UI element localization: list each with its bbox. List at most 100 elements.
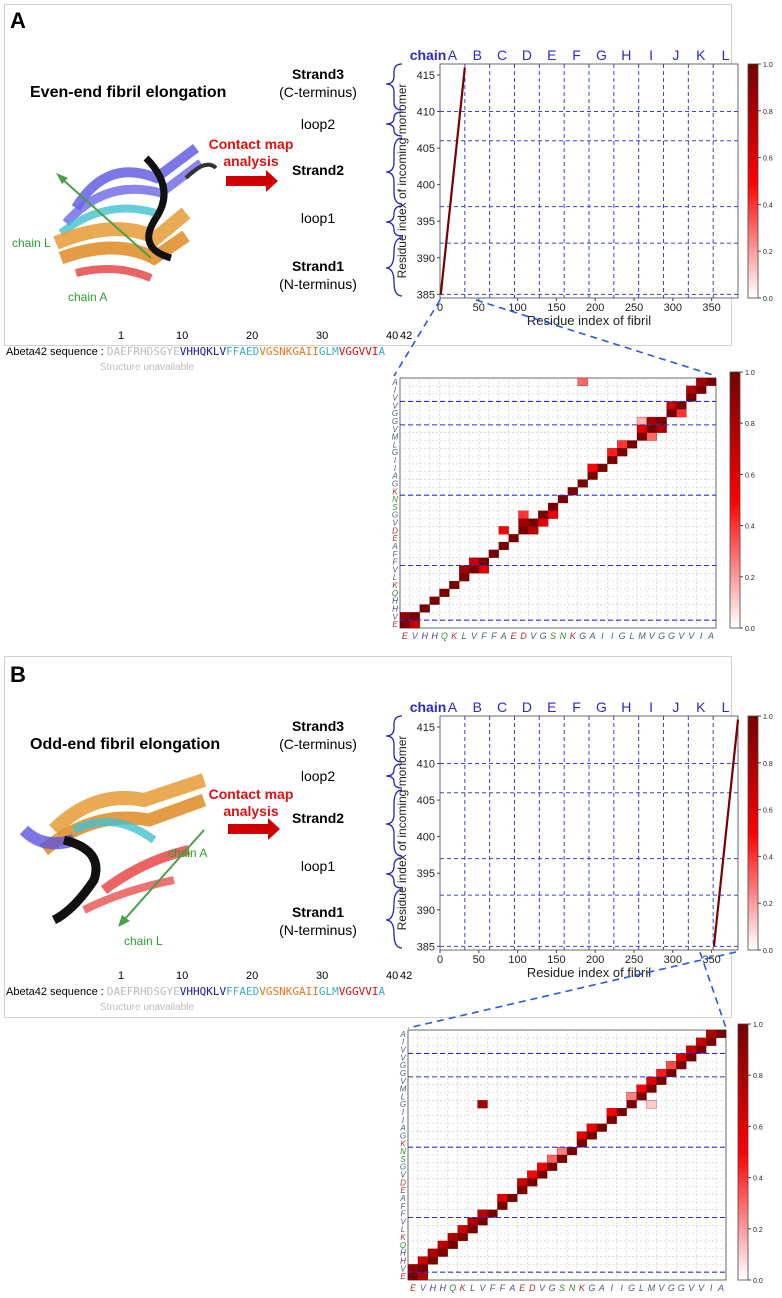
x-residue-label: V [688,1283,695,1293]
colorbar-step [738,1239,748,1245]
loop2-label: loop2 [300,768,336,784]
colorbar-step [748,185,758,191]
contact-cell [596,1123,607,1132]
contact-cell [636,1084,647,1093]
colorbar-tick-label: 0.6 [745,472,755,479]
contact-cell [517,1178,528,1187]
y-residue-label: F [401,1202,407,1211]
colorbar-tick-label: 0.4 [753,1176,763,1183]
zoom-heatmap: EEVVHHHHQQKKLLVVFFFFAAEEDDVVGGSSNNKKGGAA… [391,377,717,641]
contact-cell [468,557,480,566]
colorbar-step [738,1218,748,1225]
y-residue-label: V [400,1046,406,1055]
y-residue-label: H [400,1256,406,1265]
colorbar-border [747,715,759,951]
x-residue-label: F [481,631,487,641]
contact-cell [646,432,657,441]
colorbar-step [748,157,758,163]
colorbar-step [730,484,740,491]
contact-cell [666,409,677,418]
contact-cell [567,487,578,496]
contact-cell [646,1100,657,1109]
colorbar-step [730,500,740,506]
colorbar-tick-label: 1.0 [745,370,755,377]
colorbar-step [730,622,740,629]
chain-label-bottom: chain L [124,934,163,948]
contact-cell [676,1061,687,1070]
colorbar-step [748,861,758,867]
contact-cell [696,1037,707,1046]
y-residue-label: D [392,526,398,535]
plot-area [399,377,717,629]
y-residue-label: E [400,1186,406,1195]
colorbar-step [748,162,758,168]
chain-label-bottom: chain A [68,290,108,304]
x-residue-label: V [688,631,695,641]
colorbar-step [748,800,758,806]
colorbar-tick-label: 0.4 [745,524,755,531]
colorbar-step [748,82,758,88]
contact-cell [477,1209,488,1218]
y-residue-label: G [392,417,398,426]
colorbar-step [748,124,758,131]
colorbar-step [748,795,758,801]
colorbar-step [730,561,740,568]
colorbar-step [730,576,740,583]
contact-cell [646,1076,657,1085]
colorbar-step [748,293,758,299]
colorbar-step [748,762,758,769]
colorbar-tick-label: 0.0 [763,948,773,955]
x-residue-label: A [589,631,596,641]
colorbar-step [748,884,758,890]
x-residue-label: G [658,631,665,641]
contact-cell [407,1264,419,1273]
seq-part-loop2: GLM [318,985,339,998]
seq-num-30: 30 [316,970,329,982]
seq-part-loop1: FFAED [226,985,260,998]
y-residue-label: V [400,1077,406,1086]
colorbar-step [738,1198,748,1204]
contact-cell [468,565,480,574]
colorbar-step [748,68,758,74]
seq-part-loop2: GLM [318,345,339,358]
colorbar-step [748,255,758,262]
colorbar-step [730,515,740,522]
colorbar-step [738,1044,748,1051]
colorbar-step [748,856,758,862]
colorbar-step [748,912,758,918]
colorbar-step [730,607,740,614]
colorbar-step [738,1157,748,1163]
strand2-label: Strand2 [291,810,345,826]
y-residue-label: I [402,1038,405,1047]
seq-num-30: 30 [316,330,329,342]
contact-cell [528,526,539,535]
fibril-structure-illustration [53,144,218,282]
colorbar-step [748,115,758,121]
colorbar-step [748,218,758,224]
colorbar-step [748,283,758,290]
contact-cell [626,1100,637,1109]
y-residue-label: I [394,386,397,395]
contact-cell [417,1256,429,1265]
colorbar-tick-label: 0.8 [745,421,755,428]
contact-cell [666,1061,677,1070]
colorbar-step [748,804,758,811]
colorbar-step [738,1075,748,1081]
x-residue-label: G [549,1283,556,1293]
colorbar-step [748,833,758,839]
x-residue-label: H [431,631,438,641]
contact-cell [666,1068,677,1078]
contact-cell [518,510,529,519]
strand3-label: Strand3 [291,718,345,734]
colorbar: 0.0 0.2 0.4 0.6 0.8 1.0 [737,1022,763,1285]
seq-num-10: 10 [176,330,189,342]
colorbar-step [730,494,740,501]
colorbar-step [738,1244,748,1250]
strand3-sub-label: (C-terminus) [279,736,357,752]
contact-cell [546,1154,558,1163]
colorbar-step [730,387,740,394]
x-residue-label: F [500,1283,506,1293]
colorbar-step [738,1100,748,1107]
x-residue-label: K [579,1283,586,1293]
y-residue-label: A [391,542,397,551]
